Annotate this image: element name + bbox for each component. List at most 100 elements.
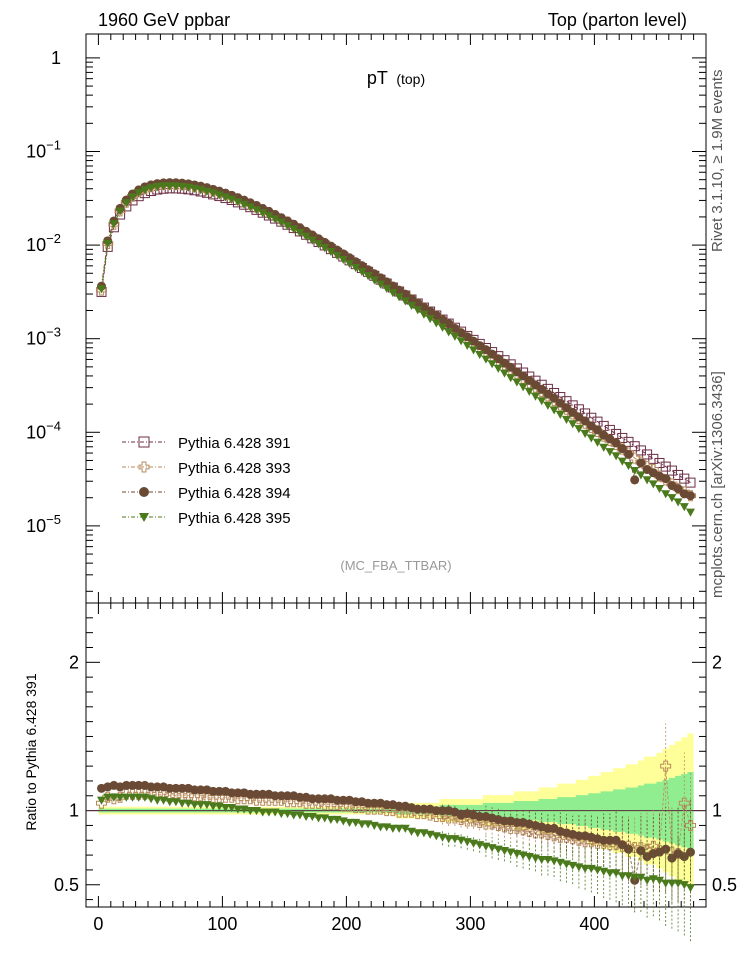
ratio-point [679,881,689,890]
data-point [475,350,485,360]
x-tick-label: 100 [207,914,237,934]
data-point [258,209,268,218]
data-point [407,301,416,311]
header-right: Top (parton level) [548,10,687,30]
ratio-point [128,793,137,802]
data-point [661,490,671,499]
ratio-point [512,817,522,827]
data-point [506,374,516,383]
ratio-point [276,791,286,801]
ratio-point [283,791,292,801]
ratio-point [245,807,255,816]
data-point [686,491,695,501]
data-point [115,207,125,216]
ratio-point [624,844,633,854]
ratio-point [152,796,162,805]
ratio-point [115,793,125,802]
data-point [221,193,230,202]
ratio-y-tick-label: 2 [69,652,79,672]
data-point [369,276,379,285]
data-point [555,398,565,408]
data-point [462,341,472,350]
data-point [611,452,621,461]
data-point [444,328,454,337]
ratio-point [165,798,175,807]
data-point [301,232,311,241]
ratio-point [686,884,695,893]
ratio-point [523,825,535,837]
data-point [121,199,131,208]
y-tick-label: 10−3 [26,325,61,349]
data-point [431,319,441,328]
data-point [636,471,646,480]
data-point [376,280,385,289]
ratio-point [400,824,410,833]
ratio-point [190,785,199,795]
ratio-point [177,799,187,808]
ratio-point [301,812,311,822]
data-point [140,186,150,195]
data-point [673,469,684,480]
data-point [276,218,286,227]
data-point [425,314,435,324]
ratio-point [630,873,640,882]
ratio-point [357,820,367,829]
ratio-point [438,806,447,816]
ratio-point [475,812,485,822]
ratio-point [394,801,404,811]
data-point [450,332,460,341]
ratio-point [599,835,609,845]
ratio-point [171,783,181,793]
data-point [531,380,540,390]
ratio-point [233,788,243,798]
data-point [660,461,671,472]
data-point [419,310,429,319]
ratio-frame [85,602,707,908]
ratio-point [363,798,373,808]
ratio-series-1 [97,780,695,913]
ratio-point [517,824,529,836]
ratio-point [611,835,621,845]
data-point [214,191,224,200]
ratio-point [388,824,398,833]
data-point [351,263,361,273]
data-point [537,397,547,406]
ratio-y-tick-label: 1 [69,801,79,821]
x-tick-label: 400 [579,914,609,934]
data-point [562,403,571,413]
ratio-point [307,794,317,804]
plot-title-sub: (top) [396,71,425,87]
data-point [531,392,540,401]
data-point [512,378,522,387]
x-tick-label: 300 [455,914,485,934]
data-point [655,485,664,494]
data-point [444,319,454,329]
header-left: 1960 GeV ppbar [98,10,230,30]
y-tick-label: 10−1 [26,137,61,161]
ratio-point [152,782,162,792]
data-point [673,498,683,507]
data-point [493,364,503,373]
ratio-point [134,793,144,802]
data-point [648,480,658,489]
data-point [487,360,497,369]
ratio-point [338,795,348,805]
ratio-point [295,792,305,802]
analysis-label: (MC_FBA_TTBAR) [340,558,451,573]
ratio-point [314,794,323,804]
data-point [667,494,677,503]
ratio-point [413,829,423,838]
main-plot-area: 10−5 10−4 10−3 10−2 10−1 1 [26,33,707,604]
ratio-point [258,789,268,799]
data-point [574,425,584,434]
data-point [307,236,317,245]
data-point [673,484,683,494]
ratio-point [258,808,268,817]
data-point [469,346,478,355]
data-point [636,458,646,468]
rivet-label: Rivet 3.1.10, ≥ 1.9M events [709,70,726,253]
data-point [462,332,472,342]
ratio-point [678,797,690,809]
data-point [177,182,187,192]
ratio-point [642,876,652,885]
